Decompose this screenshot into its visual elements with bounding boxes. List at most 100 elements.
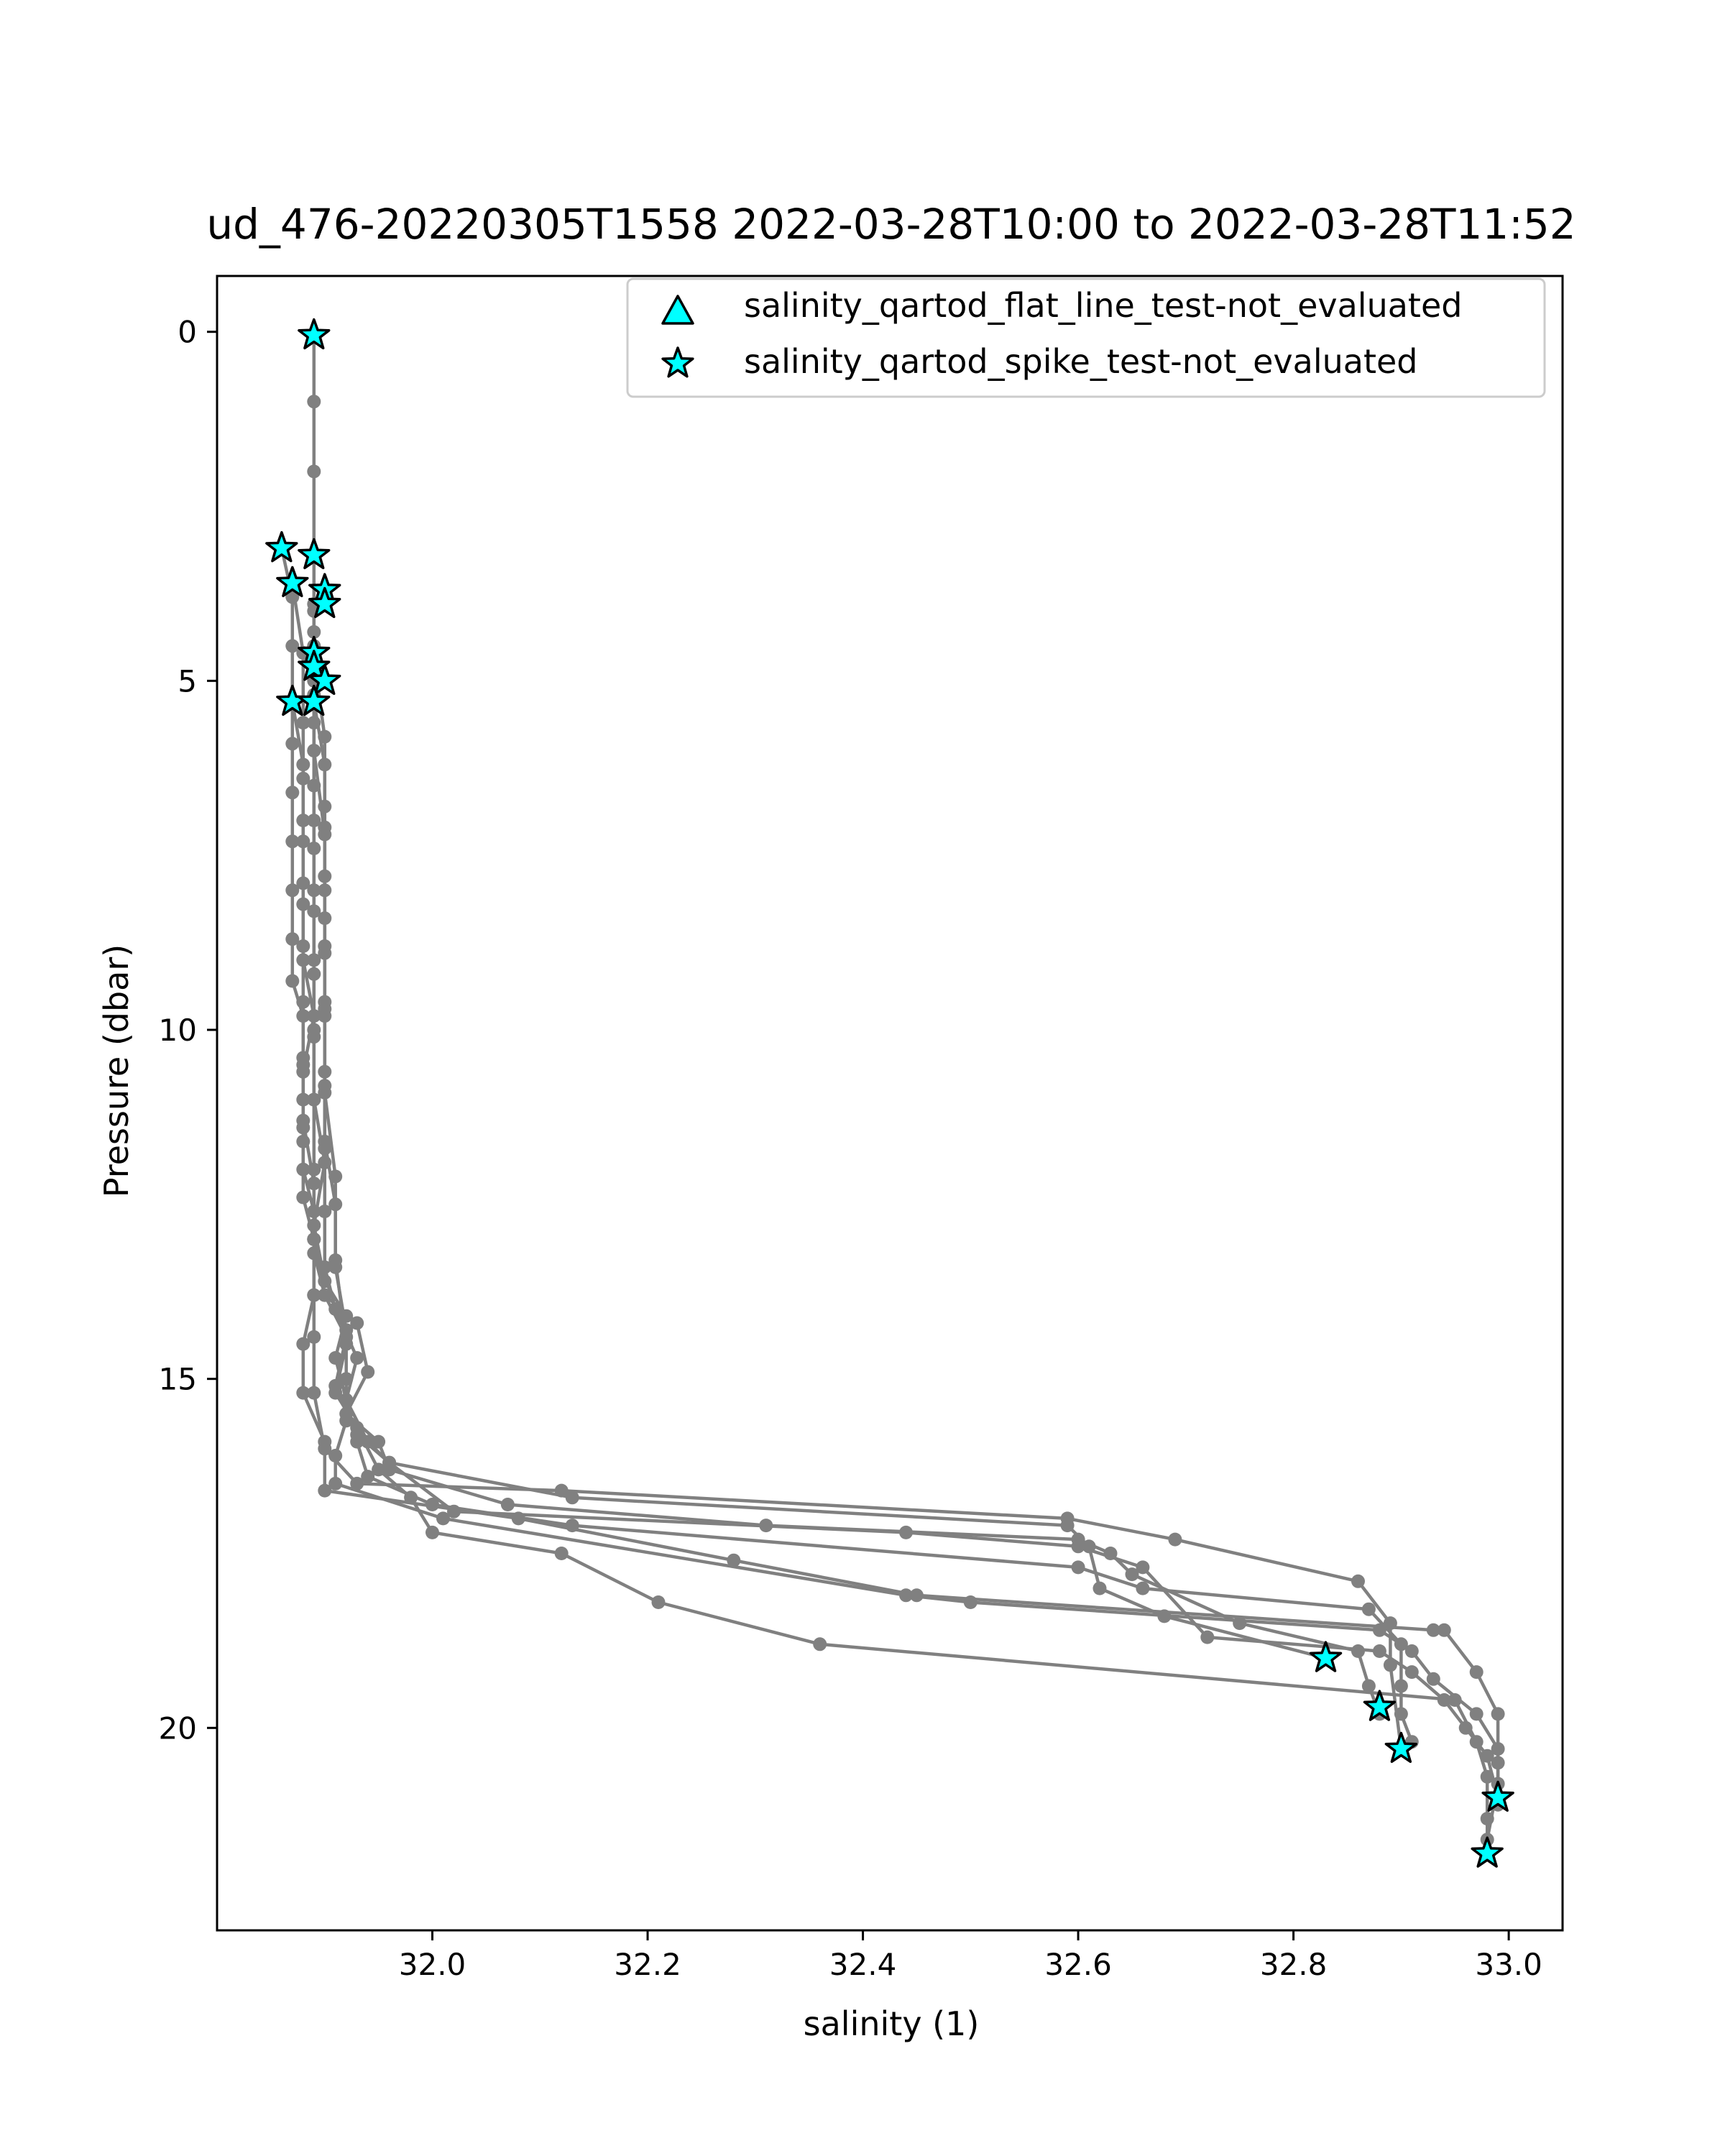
data-point <box>318 1134 332 1148</box>
data-point <box>285 974 300 988</box>
data-point <box>1426 1623 1440 1637</box>
data-point <box>1136 1560 1150 1575</box>
data-point <box>565 1491 579 1505</box>
data-point <box>318 1204 332 1219</box>
data-point <box>318 995 332 1009</box>
y-axis-label: Pressure (dbar) <box>97 944 136 1197</box>
data-point <box>285 883 300 898</box>
data-point <box>307 744 321 757</box>
data-point <box>1200 1630 1215 1644</box>
data-point <box>307 1288 321 1302</box>
data-point <box>296 1337 310 1351</box>
data-point <box>361 1470 375 1484</box>
data-point <box>307 1030 321 1044</box>
data-point <box>296 716 310 730</box>
data-point <box>1480 1812 1494 1826</box>
data-point <box>1448 1693 1462 1707</box>
data-point <box>1469 1707 1484 1721</box>
data-point <box>813 1637 827 1651</box>
data-point <box>307 842 321 855</box>
data-point <box>296 757 310 772</box>
plot-frame <box>216 275 1564 1932</box>
profile-line-4 <box>312 611 1414 1743</box>
spike-flag-marker <box>298 318 331 350</box>
data-point <box>1491 1707 1505 1721</box>
data-point <box>651 1595 666 1609</box>
y-tick-label: 20 <box>159 1710 197 1746</box>
data-point <box>1404 1644 1419 1658</box>
data-point <box>1394 1707 1408 1721</box>
x-tick-label: 32.8 <box>1260 1947 1328 1982</box>
data-point <box>307 1176 321 1191</box>
data-point <box>296 1190 310 1204</box>
legend-triangle-icon <box>661 295 694 325</box>
data-point <box>899 1525 913 1539</box>
y-tick-label: 15 <box>159 1362 197 1397</box>
x-tick-label: 32.4 <box>829 1947 897 1982</box>
data-point <box>361 1365 375 1379</box>
data-point <box>296 995 310 1009</box>
data-point <box>1071 1560 1085 1575</box>
data-point <box>307 904 321 918</box>
profile-line-1 <box>312 335 1403 1749</box>
profile-line-7 <box>312 681 1489 1854</box>
legend-box <box>626 277 1546 398</box>
data-point <box>307 625 321 639</box>
data-point <box>307 1330 321 1344</box>
spike-flag-marker <box>298 538 331 570</box>
data-point <box>350 1421 364 1435</box>
data-point <box>285 786 300 800</box>
data-point <box>328 1386 343 1400</box>
data-point <box>500 1498 515 1511</box>
data-point <box>350 1476 364 1491</box>
data-point <box>1361 1679 1376 1693</box>
chart-title: ud_476-20220305T1558 2022-03-28T10:00 to… <box>206 200 1576 249</box>
spike-flag-marker <box>298 650 331 681</box>
data-point <box>328 1169 343 1184</box>
y-tick-label: 10 <box>159 1013 197 1048</box>
data-point <box>1469 1735 1484 1749</box>
data-point <box>328 1476 343 1491</box>
data-point <box>909 1588 924 1603</box>
data-point <box>350 1316 364 1330</box>
data-point <box>285 834 300 849</box>
data-point <box>1372 1644 1386 1658</box>
data-point <box>318 729 332 744</box>
data-point <box>1469 1665 1484 1680</box>
data-point <box>1071 1539 1085 1554</box>
data-point <box>296 814 310 828</box>
y-tick-label: 5 <box>178 663 197 699</box>
data-point <box>328 1253 343 1267</box>
x-tick-label: 32.2 <box>614 1947 681 1982</box>
data-point <box>296 876 310 890</box>
spike-flag-marker <box>1384 1731 1418 1764</box>
profile-line-2 <box>280 548 1327 1660</box>
profile-line-8 <box>290 701 1500 1805</box>
data-point <box>1351 1574 1365 1588</box>
legend-label-flat-line: salinity_qartod_flat_line_test-not_evalu… <box>744 286 1462 325</box>
data-point <box>372 1462 386 1477</box>
x-tick-label: 32.0 <box>399 1947 466 1982</box>
data-point <box>318 1288 332 1302</box>
spike-flag-marker <box>276 566 309 597</box>
spike-flag-marker <box>265 531 298 563</box>
data-point <box>511 1511 525 1526</box>
data-point <box>318 911 332 926</box>
data-point <box>339 1372 354 1386</box>
data-point <box>1437 1623 1451 1637</box>
data-point <box>307 395 321 409</box>
data-point <box>372 1434 386 1449</box>
y-tick-label: 0 <box>178 315 197 350</box>
data-point <box>1426 1672 1440 1686</box>
data-point <box>296 1113 310 1128</box>
data-point <box>318 827 332 842</box>
spike-flag-marker <box>1309 1641 1343 1672</box>
x-tick-label: 33.0 <box>1475 1947 1542 1982</box>
data-point <box>296 1058 310 1072</box>
data-point <box>1060 1519 1075 1533</box>
data-point <box>307 1232 321 1246</box>
data-point <box>1092 1581 1107 1595</box>
data-point <box>426 1525 439 1539</box>
x-tick-label: 32.6 <box>1044 1947 1112 1982</box>
